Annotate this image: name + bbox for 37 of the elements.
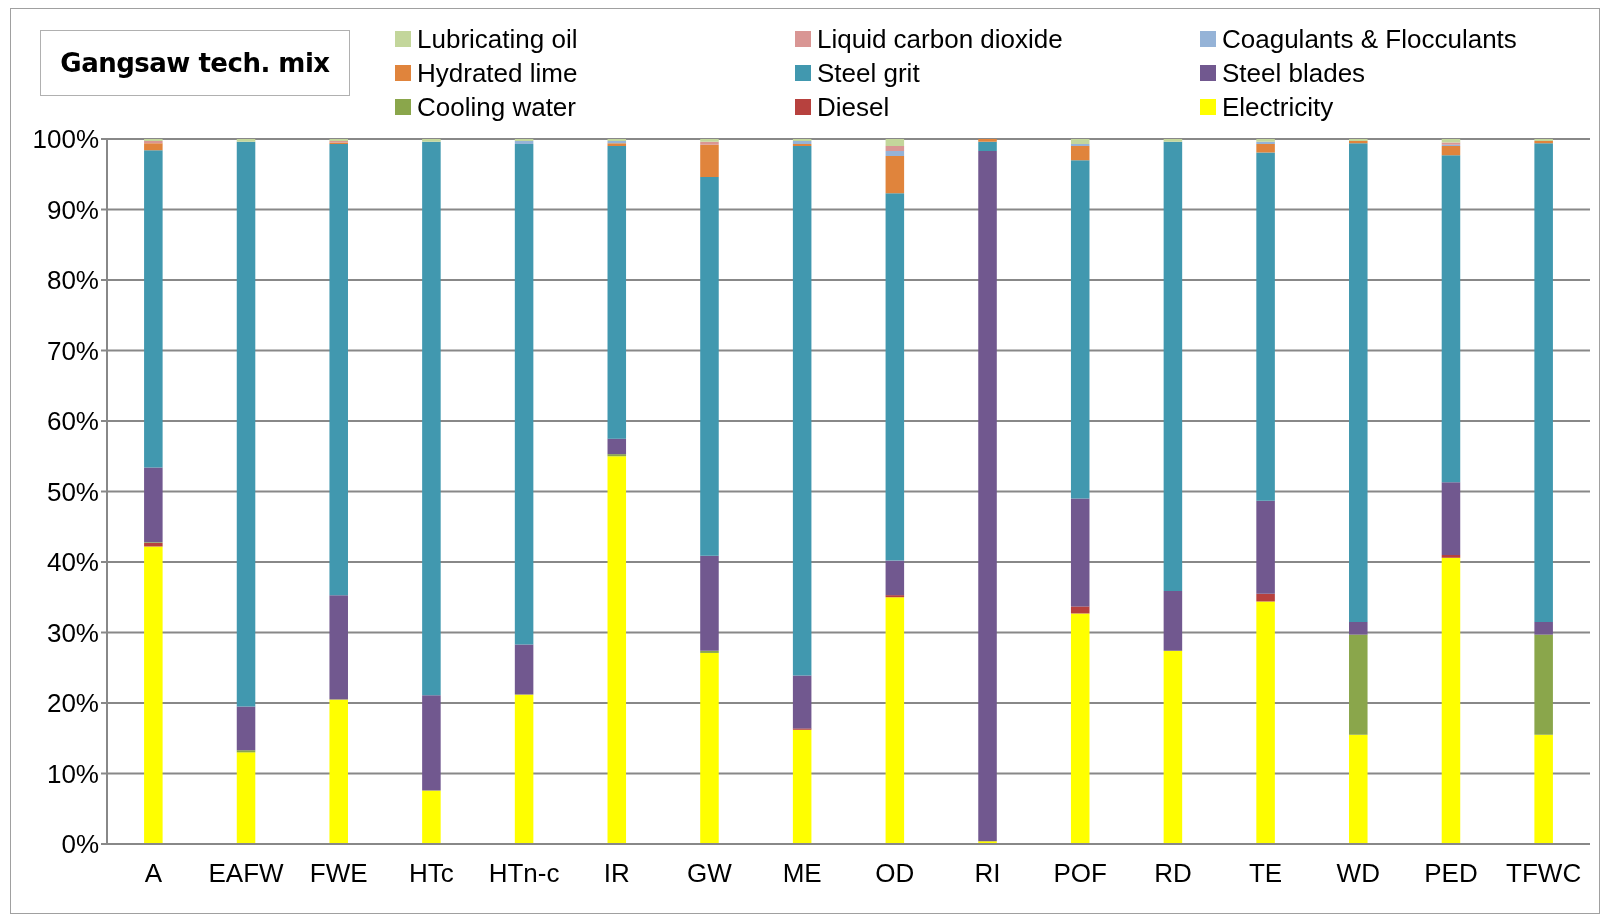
- x-tick-label: PED: [1424, 858, 1478, 889]
- y-tick-label: 40%: [46, 547, 99, 578]
- y-tick-label: 50%: [46, 476, 99, 507]
- chart-title: Gangsaw tech. mix: [40, 30, 350, 96]
- x-tick-label: TE: [1248, 858, 1283, 889]
- legend-label: Hydrated lime: [417, 57, 578, 89]
- x-tick-label: GW: [687, 858, 733, 889]
- x-tick-label: IR: [603, 858, 630, 889]
- x-tick-label: OD: [875, 858, 915, 889]
- x-tick-label: POF: [1053, 858, 1107, 889]
- x-tick-label: HTn-c: [488, 858, 560, 889]
- x-tick-label: EAFW: [208, 858, 285, 889]
- x-tick-label: WD: [1336, 858, 1380, 889]
- x-tick-label: TFWC: [1506, 858, 1582, 889]
- legend-label: Lubricating oil: [417, 23, 578, 55]
- y-tick-label: 20%: [46, 688, 99, 719]
- legend-label: Steel grit: [817, 57, 920, 89]
- y-tick-label: 0%: [61, 829, 99, 860]
- legend-label: Diesel: [817, 91, 890, 123]
- legend-label: Electricity: [1222, 91, 1334, 123]
- legend-label: Cooling water: [417, 91, 576, 123]
- legend-label: Liquid carbon dioxide: [817, 23, 1063, 55]
- legend-label: Coagulants & Flocculants: [1222, 23, 1517, 55]
- y-tick-label: 100%: [32, 124, 99, 155]
- y-tick-label: 30%: [46, 617, 99, 648]
- x-tick-label: ME: [782, 858, 822, 889]
- y-tick-label: 60%: [46, 406, 99, 437]
- x-tick-label: RD: [1154, 858, 1192, 889]
- x-tick-label: FWE: [309, 858, 368, 889]
- x-tick-label: RI: [974, 858, 1001, 889]
- y-tick-label: 80%: [46, 265, 99, 296]
- x-tick-label: HTc: [409, 858, 454, 889]
- y-tick-label: 90%: [46, 194, 99, 225]
- y-tick-label: 70%: [46, 335, 99, 366]
- y-tick-label: 10%: [46, 758, 99, 789]
- legend-label: Steel blades: [1222, 57, 1366, 89]
- x-tick-label: A: [144, 858, 163, 889]
